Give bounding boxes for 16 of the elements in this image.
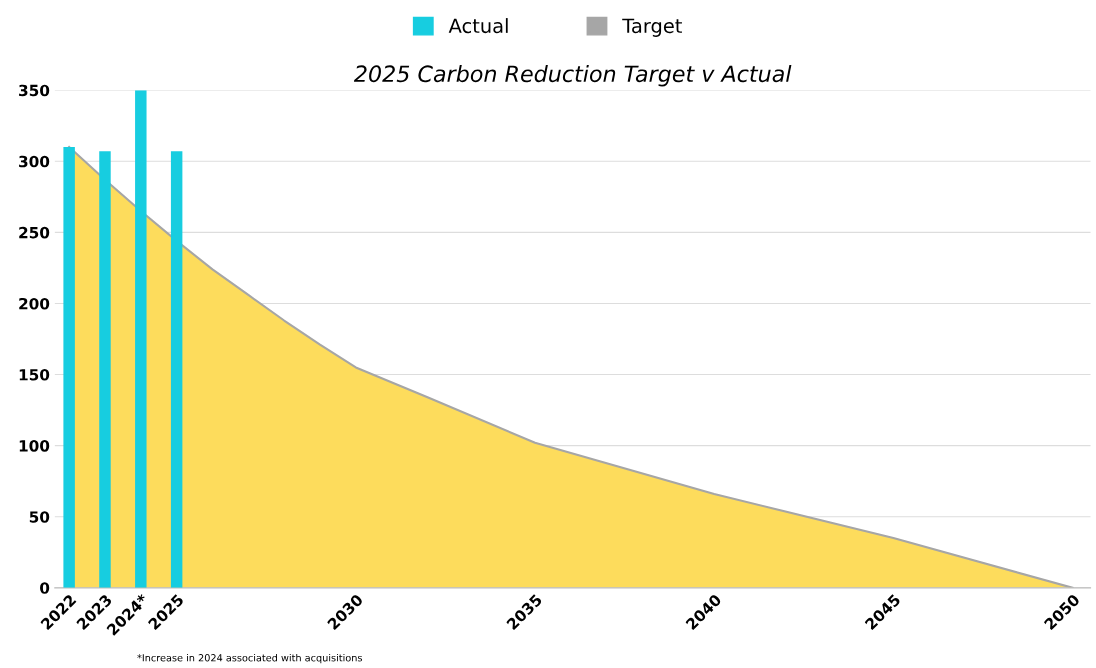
y-tick-label: 200	[19, 297, 50, 310]
text: *Increase in 2024 associated with acquisitions	[137, 653, 363, 664]
y-tick-label: 50	[29, 511, 50, 523]
y-tick-label: 350	[19, 84, 50, 97]
y-tick-label: 100	[19, 440, 50, 452]
y-tick-label: 0	[40, 582, 50, 594]
y-tick-label: 250	[19, 226, 50, 239]
y-tick-label: 300	[19, 155, 50, 168]
bar	[135, 90, 147, 588]
bar	[170, 151, 183, 588]
bar	[63, 147, 75, 588]
bar	[99, 151, 111, 588]
chart-title: 2025 Carbon Reduction Target v Actual	[353, 64, 792, 87]
legend-label: Target	[622, 18, 682, 37]
y-tick-label: 150	[19, 369, 50, 381]
legend-label: Actual	[448, 18, 508, 34]
